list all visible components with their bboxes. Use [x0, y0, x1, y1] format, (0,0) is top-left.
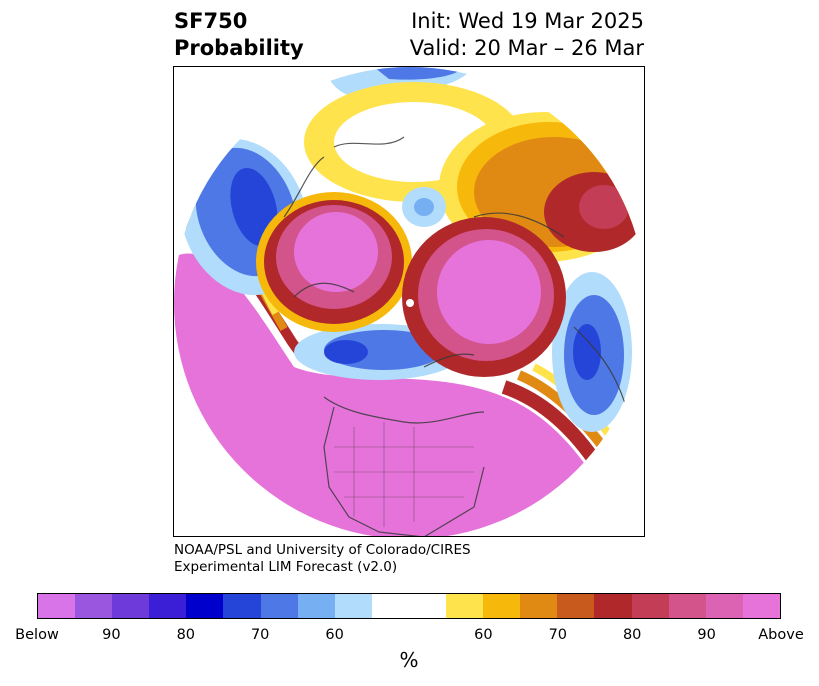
colorbar-tick-label: Above	[758, 627, 804, 643]
colorbar-tick-label: 90	[697, 627, 716, 643]
title-right: Init: Wed 19 Mar 2025 Valid: 20 Mar – 26…	[410, 8, 644, 62]
credit-line-2: Experimental LIM Forecast (v2.0)	[174, 559, 398, 575]
colorbar-swatch	[38, 594, 76, 618]
colorbar-swatch	[557, 594, 595, 618]
colorbar-swatch	[112, 594, 150, 618]
colorbar	[37, 593, 781, 619]
colorbar-swatch	[186, 594, 224, 618]
valid-range: Valid: 20 Mar – 26 Mar	[409, 36, 644, 60]
anomaly-pink-greenland	[294, 212, 378, 292]
anomaly-pink-southwest	[174, 253, 644, 536]
colorbar-swatch	[631, 594, 669, 618]
anomaly-magenta-siberia	[579, 185, 629, 229]
probability-map	[173, 66, 645, 537]
colorbar-swatch	[371, 594, 409, 618]
anomaly-blue-atlantic-core	[573, 324, 601, 380]
title-left: SF750 Probability	[174, 8, 304, 62]
colorbar-unit: %	[399, 648, 419, 672]
colorbar-swatch	[334, 594, 372, 618]
colorbar-swatch	[75, 594, 113, 618]
init-date: Init: Wed 19 Mar 2025	[411, 9, 644, 33]
colorbar-swatch	[446, 594, 484, 618]
credit: NOAA/PSL and University of Colorado/CIRE…	[174, 542, 471, 576]
polar-map-svg	[174, 67, 644, 536]
anomaly-blue-canada-core	[324, 340, 368, 364]
colorbar-tick-label: 80	[176, 627, 196, 643]
colorbar-swatch	[705, 594, 743, 618]
colorbar-tick-label: 70	[548, 627, 568, 643]
north-pole-marker	[406, 299, 414, 307]
variable-subtitle: Probability	[174, 36, 304, 60]
colorbar-swatch	[483, 594, 521, 618]
colorbar-tick-label: 80	[622, 627, 642, 643]
colorbar-tick-label: 90	[102, 627, 121, 643]
state-borders	[334, 422, 474, 527]
colorbar-swatch	[408, 594, 447, 618]
colorbar-swatch	[520, 594, 558, 618]
colorbar-swatch	[742, 594, 780, 618]
anomaly-blue-pacific-core	[230, 167, 278, 247]
coastlines	[283, 106, 630, 536]
anomaly-blue-top-core	[374, 67, 464, 80]
colorbar-swatch	[594, 594, 632, 618]
variable-name: SF750	[174, 9, 248, 33]
colorbar-swatch	[223, 594, 261, 618]
colorbar-tick-label: Below	[15, 627, 59, 643]
anomaly-blue-arctic-core	[414, 198, 434, 216]
colorbar-tick-label: 60	[325, 627, 344, 643]
colorbar-swatch	[260, 594, 298, 618]
colorbar-tick-label: 60	[474, 627, 493, 643]
credit-line-1: NOAA/PSL and University of Colorado/CIRE…	[174, 542, 471, 558]
colorbar-swatch	[149, 594, 187, 618]
colorbar-tick-label: 70	[250, 627, 270, 643]
colorbar-swatch	[668, 594, 706, 618]
colorbar-swatch	[297, 594, 335, 618]
anomaly-pink-europe	[437, 240, 541, 344]
